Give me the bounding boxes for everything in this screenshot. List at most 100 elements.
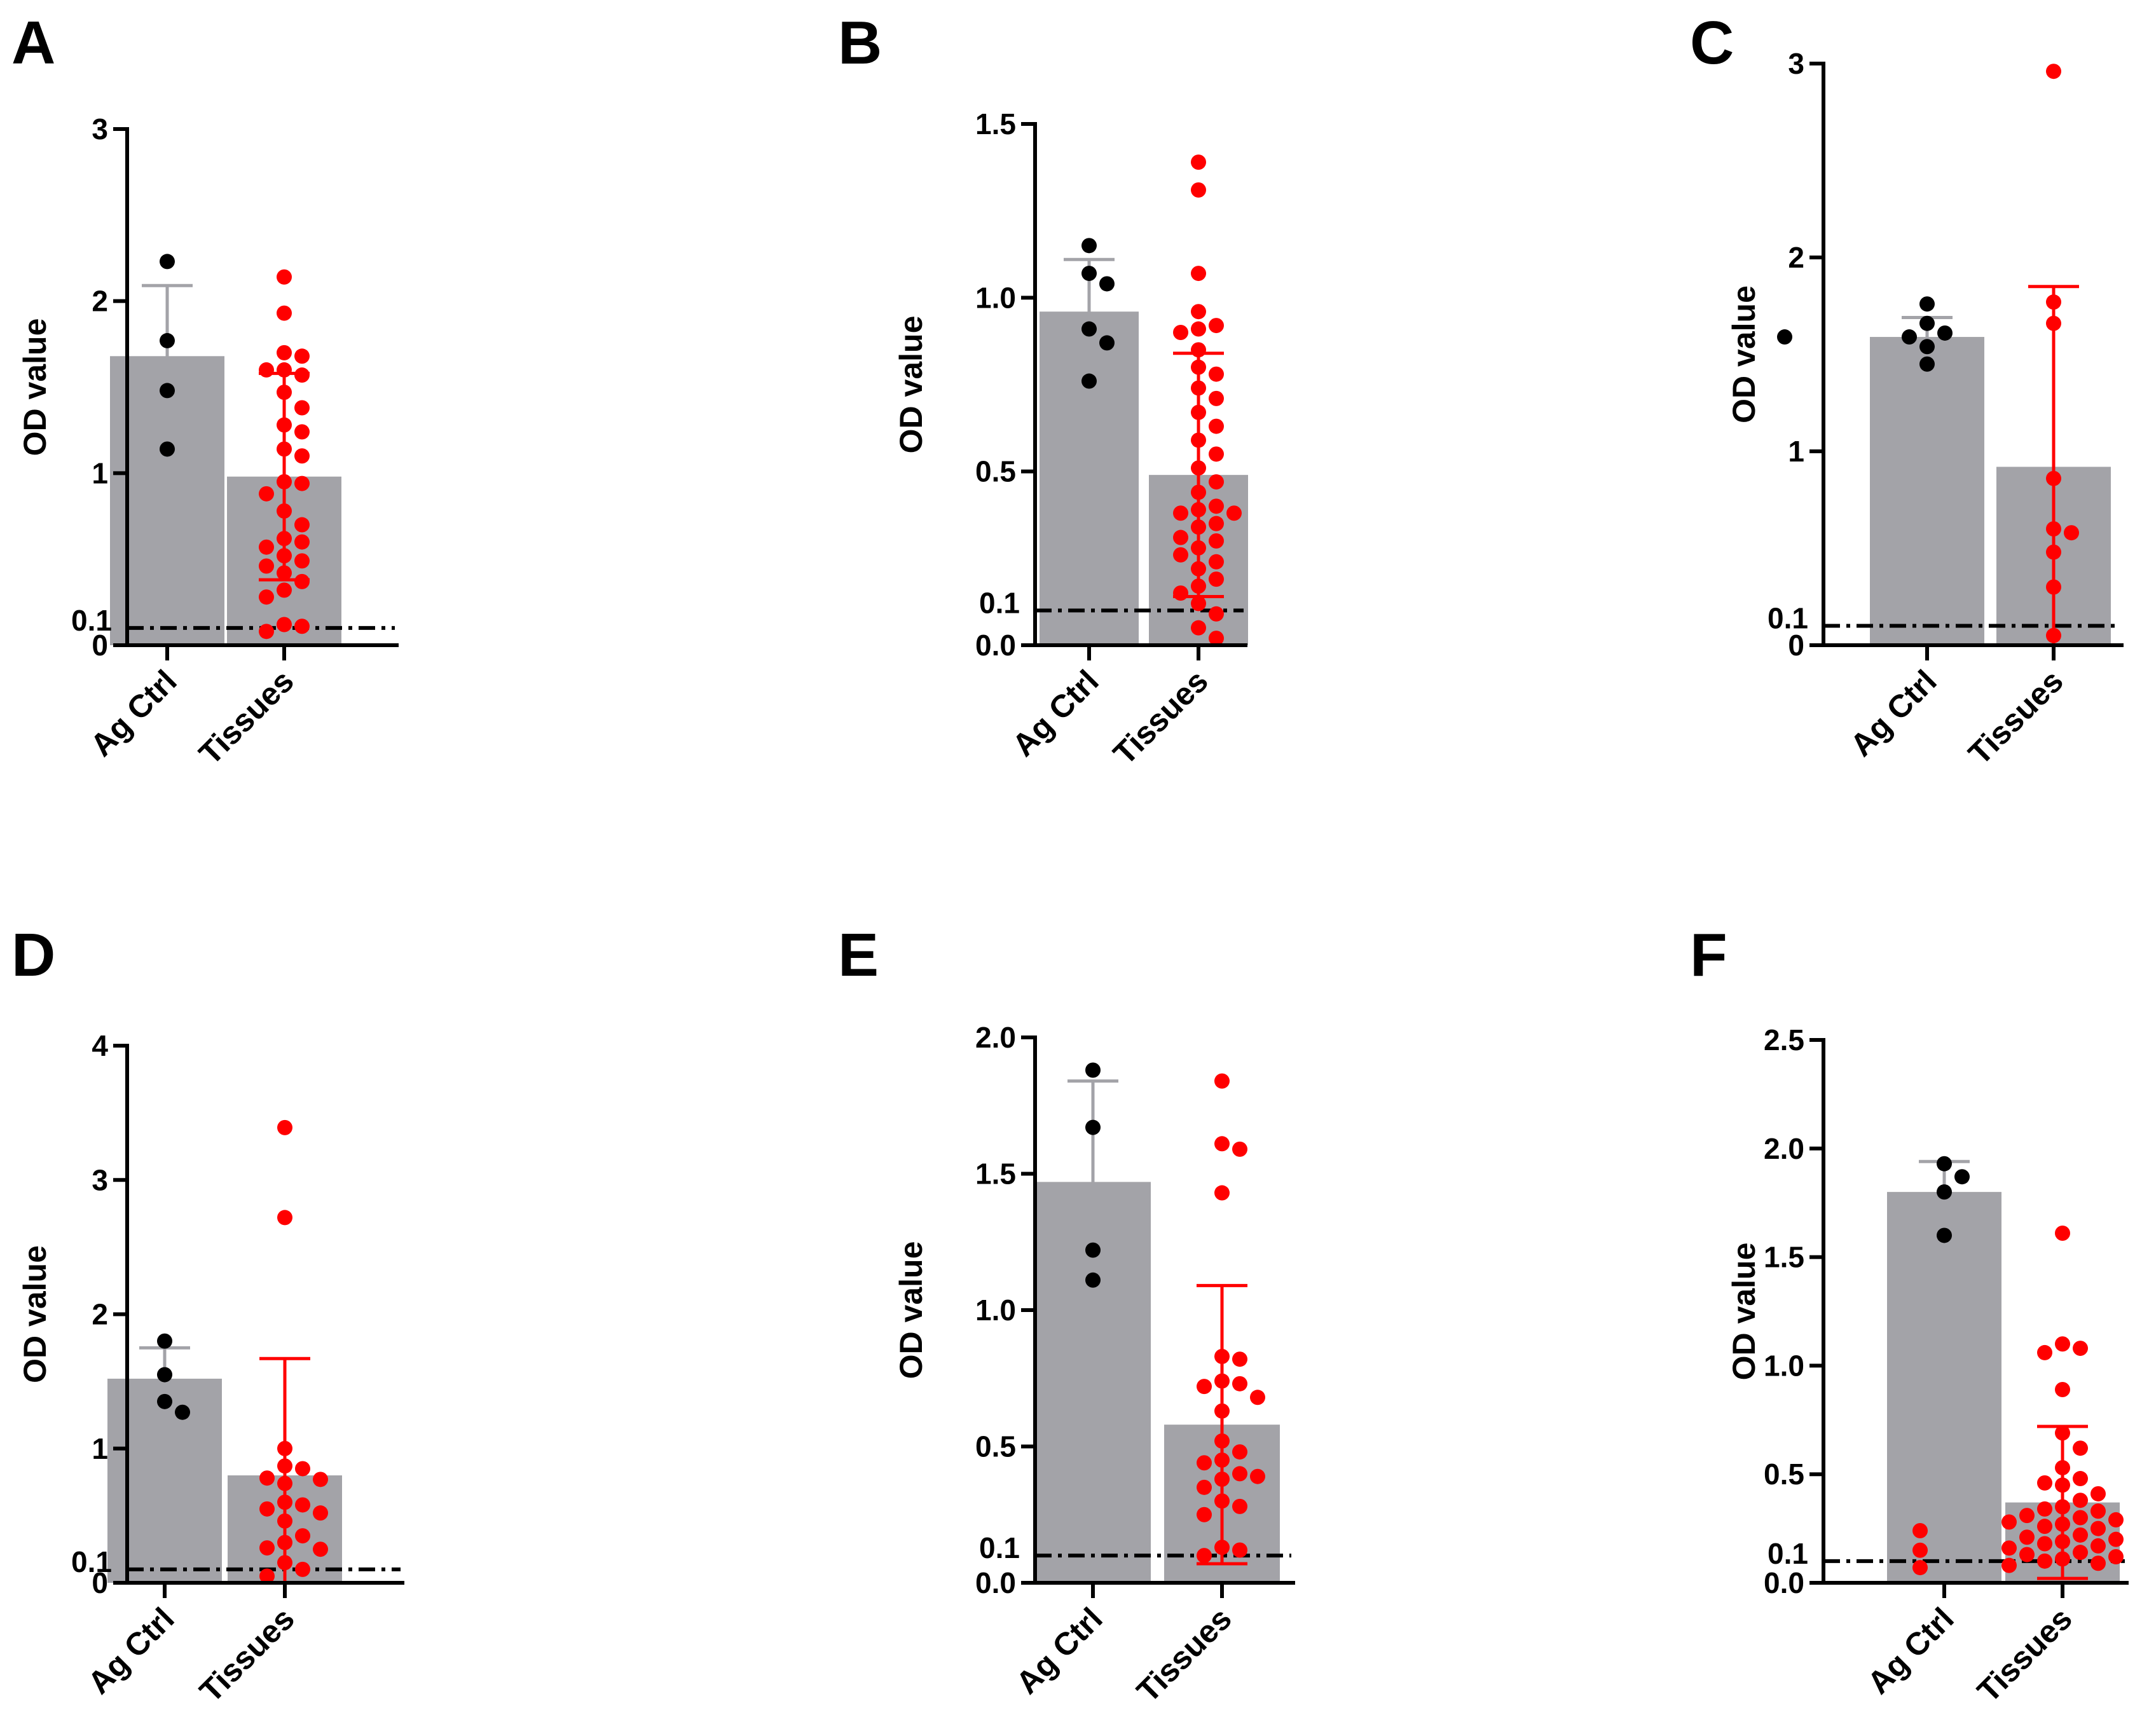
data-point-tissues — [1209, 366, 1224, 382]
data-point-ag-ctrl — [1919, 296, 1935, 312]
data-point-tissues — [259, 589, 274, 605]
data-point-tissues — [2073, 1341, 2088, 1357]
data-point-tissues — [1232, 1444, 1247, 1460]
data-point-tissues — [294, 573, 310, 589]
data-point-tissues — [1214, 1136, 1230, 1152]
data-point-tissues — [294, 619, 310, 634]
y-tick-label: 2.5 — [1764, 1023, 1804, 1056]
data-point-tissues — [295, 1461, 310, 1477]
data-point-tissues — [1209, 606, 1224, 622]
data-point-tissues — [2046, 64, 2061, 79]
data-point-tissues — [2019, 1508, 2035, 1524]
x-category-label: Ag Ctrl — [83, 663, 183, 763]
data-point-tissues — [294, 348, 310, 364]
data-point-tissues — [1209, 571, 1224, 587]
data-point-tissues — [2073, 1471, 2088, 1487]
data-point-tissues — [294, 553, 310, 569]
data-point-ag-ctrl — [1902, 329, 1917, 345]
y-tick-label: 1.0 — [1764, 1349, 1804, 1382]
data-point-tissues — [277, 1210, 292, 1226]
y-tick-label: 3 — [1788, 47, 1804, 80]
data-point-ag-ctrl — [1937, 325, 1953, 341]
data-point-ag-ctrl — [1081, 373, 1097, 389]
bar-ag-ctrl — [1040, 311, 1139, 645]
data-point-tissues — [277, 565, 292, 581]
data-point-ag-ctrl — [1937, 1227, 1952, 1243]
data-point-ag-ctrl — [1919, 339, 1935, 355]
data-point-tissues — [1232, 1466, 1247, 1482]
data-point-tissues — [277, 417, 292, 433]
x-category-label: Ag Ctrl — [1843, 663, 1943, 763]
data-point-tissues — [259, 1470, 275, 1486]
data-point-tissues — [2055, 1534, 2070, 1550]
data-point-tissues — [2064, 525, 2079, 541]
data-point-tissues — [2090, 1555, 2106, 1571]
data-point-tissues — [277, 1475, 292, 1491]
data-point-tissues — [294, 400, 310, 416]
data-point-tissues — [1232, 1141, 1247, 1157]
data-point-tissues — [1191, 321, 1206, 337]
data-point-tissues — [2073, 1510, 2088, 1526]
y-tick-label: 0 — [92, 1566, 108, 1599]
data-point-tissues — [2055, 1381, 2070, 1397]
data-point-ag-ctrl — [1919, 356, 1935, 372]
y-tick-label: 0 — [92, 629, 108, 662]
x-category-label: Tissues — [192, 663, 301, 772]
data-point-ag-ctrl — [1081, 321, 1097, 337]
data-point-tissues — [277, 362, 292, 378]
y-tick-label: 1.5 — [1764, 1241, 1804, 1274]
data-point-tissues — [1214, 1403, 1230, 1419]
x-category-label: Tissues — [1130, 1601, 1239, 1709]
data-point-tissues — [294, 367, 310, 383]
data-point-tissues — [1191, 432, 1206, 448]
data-point-tissues — [1232, 1351, 1247, 1367]
data-point-tissues — [1209, 554, 1224, 570]
data-point-tissues — [2108, 1531, 2124, 1547]
data-point-tissues — [295, 1561, 310, 1577]
bar-ag-ctrl — [1887, 1192, 2001, 1583]
data-point-ag-ctrl — [1081, 266, 1097, 282]
cutoff-label: 0.1 — [71, 1545, 112, 1578]
data-point-tissues — [2046, 470, 2061, 486]
y-tick-label: 1.0 — [975, 281, 1016, 314]
data-point-tissues — [1209, 418, 1224, 434]
data-point-ag-ctrl — [1081, 238, 1097, 254]
data-point-tissues — [295, 1528, 310, 1544]
data-point-tissues — [2001, 1540, 2017, 1556]
chart-panel-d: D OD value 0.10 1 2 3 4 Ag Ctrl Tissues — [11, 921, 404, 1709]
data-point-tissues — [277, 305, 292, 321]
y-tick-label: 0.5 — [1764, 1458, 1804, 1491]
cutoff-label: 0.1 — [979, 586, 1020, 619]
data-point-tissues — [1191, 342, 1206, 358]
data-point-tissues — [277, 345, 292, 360]
chart-panel-a: A OD value 0.10 1 2 3 Ag Ctrl Tissues — [11, 9, 399, 772]
data-point-tissues — [1197, 1479, 1212, 1495]
x-category-label: Tissues — [193, 1601, 301, 1709]
x-category-label: Ag Ctrl — [1009, 1601, 1109, 1700]
data-point-tissues — [1214, 1471, 1230, 1487]
data-point-ag-ctrl — [1937, 1184, 1952, 1200]
y-tick-label: 2.0 — [1764, 1132, 1804, 1165]
data-point-tissues — [2055, 1551, 2070, 1567]
data-point-tissues — [2073, 1545, 2088, 1561]
data-point-tissues — [2073, 1527, 2088, 1543]
data-point-tissues — [277, 548, 292, 564]
data-point-tissues — [1197, 1507, 1212, 1522]
data-point-ag-ctrl — [1085, 1242, 1101, 1258]
data-point-tissues — [294, 448, 310, 464]
y-axis-title: OD value — [17, 318, 53, 456]
data-point-tissues — [1191, 182, 1206, 198]
data-point-tissues — [2055, 1425, 2070, 1441]
chart-panel-e: E OD value 0.10.0 0.5 1.0 1.5 2.0 Ag Ctrl Tissue… — [838, 921, 1295, 1709]
y-tick-label: 0.0 — [975, 629, 1016, 662]
y-tick-label: 0.5 — [975, 455, 1016, 488]
data-point-tissues — [1191, 519, 1206, 535]
data-point-tissues — [277, 1458, 292, 1474]
data-point-tissues — [2037, 1553, 2052, 1569]
cutoff-label: 0.1 — [979, 1531, 1020, 1564]
data-point-ag-ctrl — [160, 332, 175, 348]
data-point-tissues — [259, 1540, 275, 1556]
y-tick-label: 1 — [1788, 435, 1804, 468]
panel-letter: B — [838, 9, 882, 77]
